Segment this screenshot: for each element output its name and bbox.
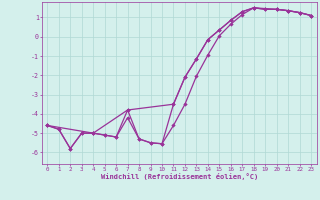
X-axis label: Windchill (Refroidissement éolien,°C): Windchill (Refroidissement éolien,°C)	[100, 173, 258, 180]
